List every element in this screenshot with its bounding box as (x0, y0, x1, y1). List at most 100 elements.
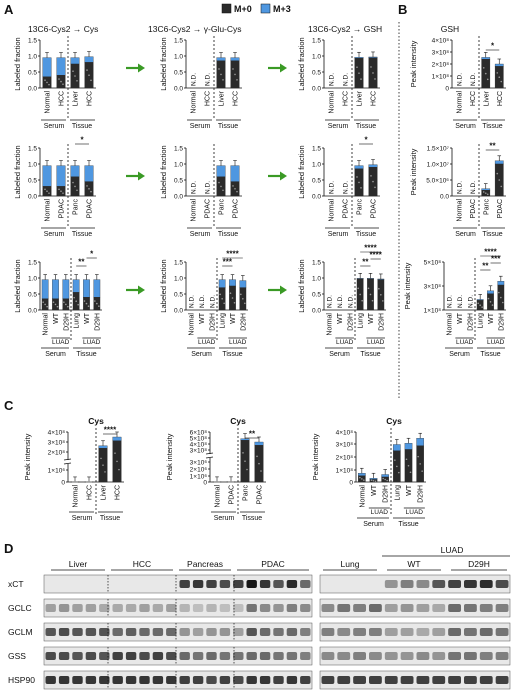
pathway-arrow (126, 171, 145, 181)
chart-b-row2: 1.5×10⁷ 1.0×10⁷ 5.0×10⁶ 0.0 Peak intensity N.… (409, 142, 506, 238)
x-category-label: Normal (359, 485, 366, 508)
data-point (479, 304, 481, 307)
bar-m3 (42, 165, 52, 187)
blot-band (495, 652, 509, 660)
legend: M+0 M+3 (221, 3, 291, 14)
blot-band (45, 604, 56, 612)
y-tick-label: 0.5 (174, 70, 183, 77)
data-point (244, 460, 246, 462)
data-point (85, 302, 88, 305)
blot-band (464, 652, 477, 660)
blot-band (206, 628, 217, 636)
y-tick-label: 0.0 (174, 308, 183, 315)
x-category-label: PDAC (343, 199, 350, 218)
significance-mark: *** (491, 255, 501, 264)
serum-label: Serum (72, 515, 93, 522)
data-point (421, 470, 423, 472)
data-point (218, 181, 220, 184)
data-point (228, 481, 230, 483)
y-tick-label: 3×10⁸ (424, 284, 442, 291)
blot-band (192, 580, 204, 588)
x-category-label: WT (84, 312, 91, 324)
serum-label: Serum (328, 123, 349, 130)
blot-band (85, 604, 97, 612)
data-point (394, 459, 396, 461)
data-point (72, 70, 74, 72)
y-tick-label: 0.5 (28, 178, 37, 185)
data-point (54, 303, 57, 306)
y-tick-label: 1×10⁸ (432, 74, 450, 81)
y-tick-label: 2×10⁶ (190, 467, 208, 474)
y-axis-label: Labeled fraction (159, 145, 168, 198)
chart-a-row1-col1: 1.5 1.0 0.5 0.0 Labeled fraction Normal HCC Liv… (13, 36, 96, 130)
blot-band (353, 628, 366, 636)
not-detected-label: N.D. (467, 295, 474, 308)
legend-label-m3: M+3 (273, 4, 291, 14)
data-point (76, 481, 78, 483)
not-detected-label: N.D. (456, 73, 463, 86)
blot-band (495, 676, 509, 684)
data-point (417, 455, 419, 458)
blot-band (179, 652, 190, 660)
data-point (358, 181, 360, 184)
x-category-label: D29H (209, 313, 216, 331)
y-tick-label: 1×10⁶ (190, 474, 208, 481)
blot-band (337, 628, 351, 636)
blot-band (384, 604, 398, 612)
blot-band (286, 628, 298, 636)
data-point (65, 303, 67, 306)
significance-mark: ** (249, 430, 256, 439)
data-point (386, 479, 388, 482)
blot-band (479, 628, 493, 636)
serum-label: Serum (455, 123, 476, 130)
data-point (382, 300, 384, 302)
x-category-label: D29H (418, 485, 425, 503)
y-tick-label: 3×10⁸ (190, 448, 208, 455)
bar-m3 (239, 280, 247, 288)
blot-strip-right (319, 598, 511, 618)
y-tick-label: 1.5 (312, 38, 321, 45)
data-point (118, 468, 120, 471)
x-category-label: HCC (343, 91, 350, 106)
blot-band (300, 676, 311, 684)
bar-m3 (93, 279, 101, 298)
x-category-label: Normal (73, 485, 80, 508)
pathway-arrow (126, 63, 145, 73)
y-tick-label: 1.0 (174, 276, 183, 283)
blot-band (85, 652, 97, 660)
serum-label: Serum (44, 231, 65, 238)
data-point (214, 481, 216, 483)
blot-band (273, 604, 284, 612)
data-point (44, 188, 46, 191)
data-point (218, 68, 220, 70)
blot-band (58, 628, 70, 636)
arrow-head (138, 285, 145, 295)
axis-break-mark (205, 452, 214, 455)
blot-band (495, 628, 509, 636)
not-detected-label: N.D. (457, 295, 464, 308)
bar-m3 (112, 436, 122, 441)
data-point (219, 293, 221, 296)
data-point (363, 479, 365, 481)
serum-label: Serum (191, 351, 212, 358)
data-point (87, 305, 90, 307)
blot-band (99, 604, 110, 612)
data-point (242, 452, 244, 454)
not-detected-label: N.D. (329, 73, 336, 86)
not-detected-label: N.D. (191, 181, 198, 194)
data-point (63, 301, 65, 303)
not-detected-label: N.D. (337, 295, 344, 308)
blot-band (369, 628, 382, 636)
data-point (74, 185, 76, 188)
y-axis-label: Labeled fraction (297, 259, 306, 312)
y-tick-label: 0 (203, 480, 207, 487)
bar-m3 (254, 441, 264, 446)
blot-band (321, 652, 335, 660)
tissue-label: Tissue (218, 123, 238, 130)
not-detected-label: N.D. (343, 181, 350, 194)
data-point (419, 463, 421, 465)
tissue-label: Tissue (398, 521, 418, 528)
title-glu-cys: 13C6-Cys2 → γ-Glu-Cys (148, 24, 242, 34)
